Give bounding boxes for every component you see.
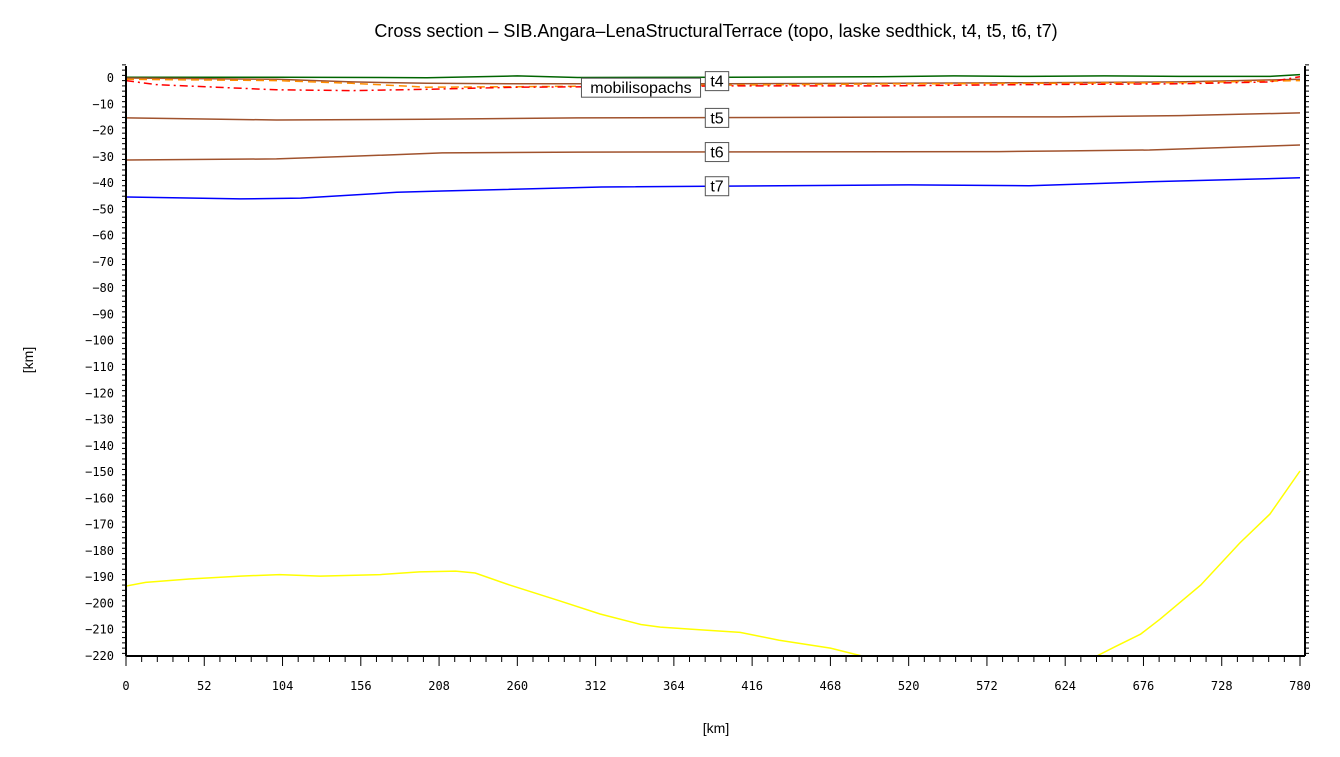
x-tick-label: 364 bbox=[663, 679, 685, 693]
y-tick-label: 0 bbox=[107, 71, 114, 85]
x-tick-label: 468 bbox=[820, 679, 842, 693]
series-line-t7 bbox=[125, 177, 1301, 200]
series-line-t6 bbox=[125, 144, 1301, 161]
x-tick-label: 104 bbox=[272, 679, 294, 693]
line-label: t4 bbox=[710, 74, 723, 91]
y-tick-label: −160 bbox=[85, 491, 114, 505]
y-tick-label: −20 bbox=[92, 124, 114, 138]
x-axis-label: [km] bbox=[703, 720, 729, 736]
y-tick-label: −50 bbox=[92, 202, 114, 216]
x-tick-label: 728 bbox=[1211, 679, 1233, 693]
y-tick-label: −40 bbox=[92, 176, 114, 190]
y-tick-label: −190 bbox=[85, 570, 114, 584]
x-tick-label: 780 bbox=[1289, 679, 1311, 693]
x-tick-label: 624 bbox=[1054, 679, 1076, 693]
x-tick-label: 312 bbox=[585, 679, 607, 693]
line-label: t7 bbox=[710, 179, 723, 196]
y-tick-label: −180 bbox=[85, 544, 114, 558]
x-tick-label: 572 bbox=[976, 679, 998, 693]
series-line-mobil-isopachs bbox=[125, 75, 1301, 92]
y-tick-label: −80 bbox=[92, 281, 114, 295]
label-box bbox=[580, 77, 702, 98]
y-tick-label: −210 bbox=[85, 623, 114, 637]
series-line-yellow-8 bbox=[1096, 470, 1301, 657]
x-tick-label: 52 bbox=[197, 679, 211, 693]
series-line-t5 bbox=[125, 112, 1301, 121]
label-box bbox=[704, 142, 730, 163]
series-line-yellow-7 bbox=[125, 570, 863, 657]
y-tick-label: −120 bbox=[85, 386, 114, 400]
x-tick-label: 416 bbox=[741, 679, 763, 693]
y-tick-label: −90 bbox=[92, 307, 114, 321]
x-tick-label: 0 bbox=[122, 679, 129, 693]
x-tick-label: 208 bbox=[428, 679, 450, 693]
y-tick-label: −170 bbox=[85, 518, 114, 532]
y-tick-label: −60 bbox=[92, 229, 114, 243]
label-box bbox=[704, 176, 730, 197]
x-tick-label: 676 bbox=[1133, 679, 1155, 693]
y-tick-label: −100 bbox=[85, 334, 114, 348]
y-tick-label: −150 bbox=[85, 465, 114, 479]
y-tick-label: −200 bbox=[85, 596, 114, 610]
y-tick-label: −140 bbox=[85, 439, 114, 453]
y-tick-label: −10 bbox=[92, 97, 114, 111]
line-label: mobilisopachs bbox=[590, 80, 691, 97]
label-box bbox=[704, 107, 730, 128]
x-tick-label: 520 bbox=[898, 679, 920, 693]
x-tick-label: 156 bbox=[350, 679, 372, 693]
x-tick-label: 260 bbox=[506, 679, 528, 693]
y-tick-label: −130 bbox=[85, 413, 114, 427]
line-label: t5 bbox=[710, 110, 723, 127]
y-tick-label: −70 bbox=[92, 255, 114, 269]
chart-title: Cross section – SIB.Angara–LenaStructura… bbox=[374, 21, 1057, 41]
y-tick-label: −30 bbox=[92, 150, 114, 164]
y-axis-label: [km] bbox=[20, 347, 36, 373]
series-line-topo bbox=[126, 73, 1301, 79]
y-tick-label: −220 bbox=[85, 649, 114, 663]
label-box bbox=[704, 71, 730, 92]
y-tick-label: −110 bbox=[85, 360, 114, 374]
line-label: t6 bbox=[710, 145, 723, 162]
